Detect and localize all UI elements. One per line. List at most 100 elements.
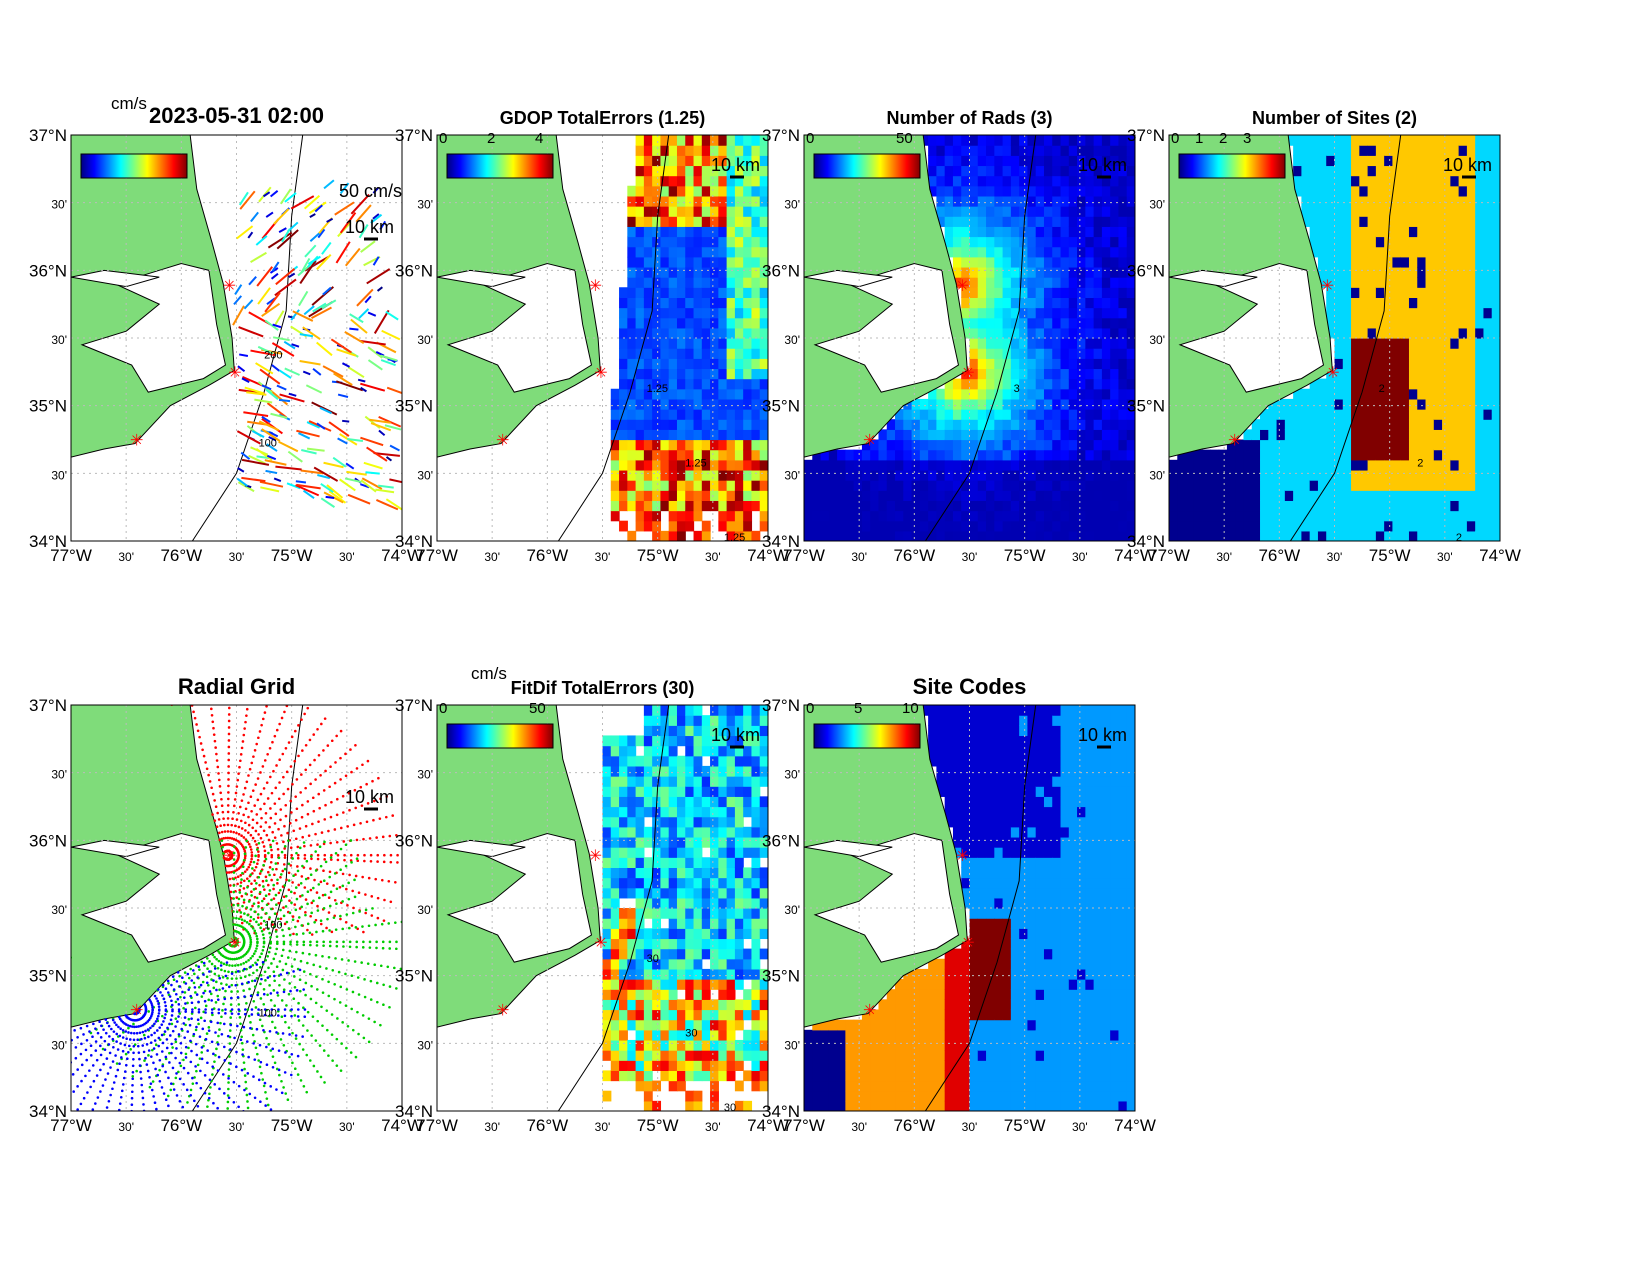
radial-grid-point [205, 767, 209, 771]
grid-cell [1351, 419, 1360, 430]
grid-cell [710, 216, 719, 227]
grid-cell [685, 175, 695, 187]
grid-cell [1326, 490, 1336, 501]
grid-cell [1425, 206, 1435, 217]
radial-grid-point [309, 888, 313, 892]
grid-cell [878, 530, 888, 541]
radial-grid-point [264, 875, 268, 879]
grid-cell [660, 388, 670, 400]
grid-cell [994, 439, 1004, 451]
grid-cell [1060, 398, 1070, 410]
radial-grid-point [279, 818, 282, 822]
grid-cell [1027, 510, 1037, 522]
grid-cell [1010, 439, 1020, 451]
grid-cell [1052, 307, 1062, 319]
grid-cell [1408, 378, 1418, 390]
grid-cell [734, 490, 744, 501]
grid-cell [1301, 155, 1311, 167]
radial-grid-point [362, 1036, 366, 1040]
radial-grid-point [347, 959, 350, 962]
grid-cell [1367, 439, 1377, 451]
grid-cell [1375, 206, 1385, 217]
grid-cell [1375, 469, 1385, 481]
current-vector [274, 278, 297, 297]
grid-cell [1375, 368, 1385, 380]
radial-grid-point [309, 972, 312, 976]
grid-cell [710, 135, 719, 146]
grid-cell [676, 449, 686, 461]
grid-cell [643, 449, 653, 461]
grid-cell [1085, 256, 1095, 268]
grid-cell [718, 226, 728, 238]
grid-cell [969, 530, 979, 541]
grid-cell [643, 510, 653, 522]
current-vector [265, 469, 278, 475]
current-vector [288, 392, 297, 397]
grid-cell [1359, 490, 1369, 501]
grid-cell [1466, 348, 1476, 359]
grid-cell [635, 155, 645, 167]
radial-grid-point [375, 981, 379, 985]
radial-grid-point [321, 1024, 324, 1027]
grid-cell [668, 185, 678, 197]
grid-cell [1375, 317, 1385, 329]
grid-cell [1085, 266, 1095, 278]
grid-cell [685, 287, 695, 298]
current-vector [317, 474, 331, 480]
radial-grid-point [263, 888, 266, 891]
radial-grid-point [232, 804, 236, 808]
grid-cell [1433, 185, 1443, 197]
grid-cell [1408, 297, 1418, 309]
radial-grid-point [249, 941, 253, 944]
grid-cell [837, 480, 846, 491]
radial-grid-point [303, 886, 307, 889]
radial-grid-point [295, 778, 299, 781]
radial-grid-point [366, 802, 370, 805]
grid-cell [969, 206, 979, 217]
grid-cell [1293, 469, 1302, 481]
grid-cell [718, 490, 728, 501]
grid-cell [1185, 520, 1195, 532]
grid-cell [1293, 490, 1302, 501]
grid-cell [1450, 368, 1460, 380]
radial-grid-point [257, 905, 260, 908]
grid-cell [977, 226, 987, 238]
radial-grid-point [287, 992, 291, 996]
grid-cell [1169, 530, 1178, 541]
current-vector [261, 428, 281, 442]
grid-cell [1417, 459, 1427, 471]
grid-cell [627, 256, 637, 268]
radial-grid-point [333, 828, 337, 831]
grid-cell [1425, 419, 1435, 430]
radial-grid-point [264, 894, 268, 898]
lat-tick-label: 30' [51, 468, 67, 482]
grid-cell [1392, 266, 1402, 278]
grid-cell [1367, 398, 1377, 410]
grid-cell [726, 439, 736, 451]
grid-cell [1466, 266, 1476, 278]
grid-cell [1035, 135, 1045, 146]
grid-cell [1101, 317, 1111, 329]
grid-cell [1260, 449, 1269, 461]
grid-cell [1085, 388, 1095, 400]
grid-cell [1433, 206, 1443, 217]
grid-cell [1342, 226, 1352, 238]
grid-cell [1060, 185, 1070, 197]
radial-grid-point [249, 908, 253, 911]
grid-cell [986, 338, 995, 349]
grid-cell [1068, 439, 1078, 451]
radial-grid-point [266, 870, 270, 874]
radial-grid-point [287, 862, 291, 866]
grid-cell [619, 378, 628, 390]
radial-grid-point [282, 1086, 285, 1089]
grid-cell [1068, 388, 1078, 400]
grid-cell [693, 348, 703, 359]
grid-cell [693, 378, 703, 390]
grid-cell [1060, 175, 1070, 187]
grid-cell [693, 266, 703, 278]
grid-cell [676, 378, 686, 390]
radial-grid-point [227, 957, 230, 960]
grid-cell [1243, 500, 1253, 512]
radial-grid-point [388, 834, 392, 838]
